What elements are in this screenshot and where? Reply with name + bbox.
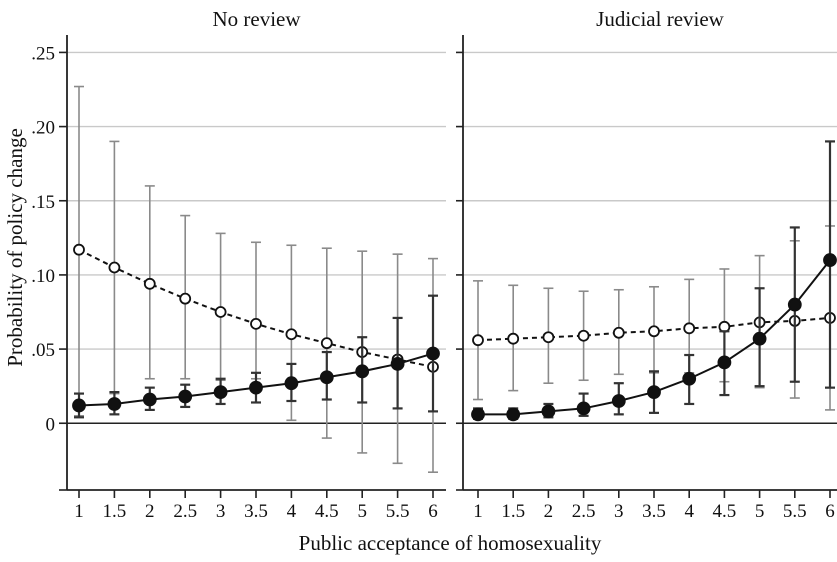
y-tick-label-2: .10	[31, 266, 55, 287]
y-tick-label-4: .20	[31, 118, 55, 139]
panel-1-x-tick-label-0: 1	[473, 501, 483, 522]
panel-0-series-1-point-4	[213, 385, 228, 400]
panel-0-series-0-point-7	[320, 337, 333, 350]
panel-1-series-1-point-4	[611, 394, 626, 408]
panel-1-title: Judicial review	[596, 7, 725, 31]
panel-1-series-1-point-3	[576, 401, 591, 416]
y-tick-label-0: 0	[46, 414, 56, 435]
panel-0-series-1-point-6	[284, 376, 299, 391]
panel-0-series-1-point-8	[355, 364, 370, 379]
panel-0-series-0-point-0	[73, 243, 85, 256]
panel-1-series-1-point-0	[471, 407, 485, 422]
panel-0-series-1-point-3	[178, 389, 193, 404]
panel-0-x-tick-label-9: 5.5	[386, 501, 410, 522]
panel-0-x-tick-label-2: 2	[145, 501, 155, 522]
y-tick-label-3: .15	[31, 192, 55, 213]
panel-1-series-0-point-4	[612, 326, 625, 339]
panel-1-x-tick-label-8: 5	[755, 501, 765, 522]
panel-1-series-1-point-5	[647, 385, 661, 400]
panel-0-series-0-point-2	[143, 277, 156, 290]
panel-0-series-0-point-3	[179, 292, 192, 305]
panel-0-x-tick-label-3: 2.5	[173, 501, 197, 522]
panel-0-series-1-point-5	[249, 380, 263, 395]
panel-1-series-1-point-9	[787, 297, 802, 312]
panel-1-x-tick-label-2: 2	[544, 501, 554, 522]
panel-0-x-tick-label-6: 4	[287, 501, 297, 522]
panel-0-x-tick-label-4: 3	[216, 501, 226, 522]
panel-0-x-tick-label-5: 3.5	[244, 501, 268, 522]
panel-0-series-0-point-4	[214, 306, 227, 318]
panel-1-series-0-point-2	[542, 331, 555, 344]
y-tick-label-1: .05	[31, 340, 55, 361]
panel-1-series-0-point-6	[683, 322, 696, 335]
panel-1-series-1-point-2	[541, 404, 556, 419]
panel-0-x-tick-label-10: 6	[428, 501, 438, 522]
panel-0-series-1-point-10	[426, 346, 440, 361]
panel-1-series-0-point-3	[577, 329, 590, 342]
panel-0-series-1-point-7	[319, 370, 334, 385]
panel-1-series-0-line	[477, 316, 831, 342]
panel-0-x-tick-label-8: 5	[357, 501, 367, 522]
y-tick-label-5: .25	[31, 43, 55, 64]
panel-1-series-1-point-8	[752, 331, 767, 346]
panel-1-series-1-point-6	[682, 371, 697, 386]
panel-1-series-0-point-0	[472, 334, 484, 347]
panel-1-x-tick-label-6: 4	[684, 501, 694, 522]
panel-1-series-1-point-10	[823, 253, 837, 267]
x-axis-title: Public acceptance of homosexuality	[299, 531, 602, 555]
panel-1-x-tick-label-3: 2.5	[572, 501, 596, 522]
panel-1-series-1-point-7	[717, 355, 732, 370]
panel-0-series-1-point-9	[390, 357, 405, 371]
panel-0-series-0-point-6	[285, 328, 298, 341]
panel-1-x-tick-label-5: 3.5	[642, 501, 666, 522]
panel-1-series-1-point-1	[506, 407, 521, 422]
y-axis-title: Probability of policy change	[3, 128, 27, 367]
panel-0-series-1-point-2	[142, 392, 157, 407]
panel-1-x-tick-label-9: 5.5	[783, 501, 807, 522]
panel-1-series-0-point-1	[507, 332, 520, 345]
panel-0-series-0-point-1	[108, 261, 121, 274]
panel-0-series-1-point-1	[107, 397, 122, 411]
panel-0-x-tick-label-0: 1	[74, 501, 84, 522]
panel-1-x-tick-label-10: 6	[825, 501, 835, 522]
panel-1-x-tick-label-4: 3	[614, 501, 624, 522]
panel-0-x-tick-label-1: 1.5	[103, 501, 127, 522]
panel-0-series-1-point-0	[72, 398, 86, 413]
panel-1-x-tick-label-7: 4.5	[713, 501, 737, 522]
panel-0-series-0-point-5	[250, 317, 262, 330]
panel-1-series-0-point-5	[648, 325, 660, 338]
panel-1-x-tick-label-1: 1.5	[501, 501, 525, 522]
panel-0-title: No review	[212, 7, 301, 31]
panel-0-x-tick-label-7: 4.5	[315, 501, 339, 522]
